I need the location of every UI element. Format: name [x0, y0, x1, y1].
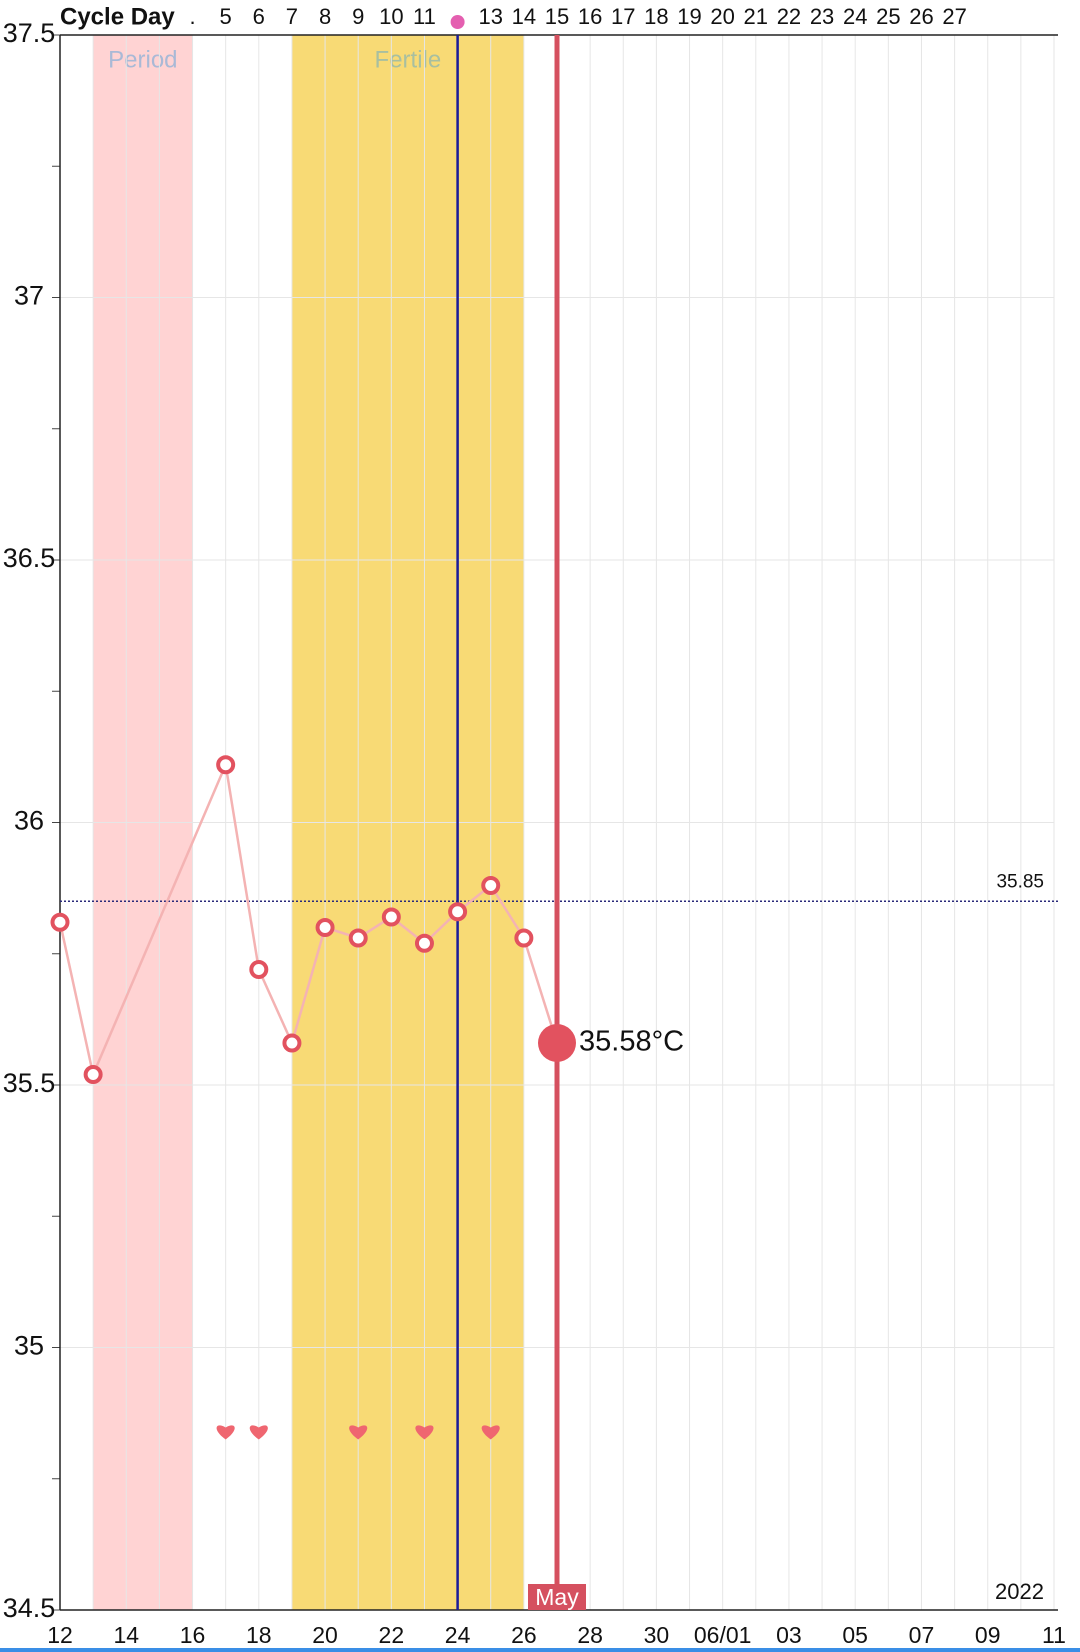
x-tick-label: 09 — [975, 1622, 1001, 1648]
x-tick-label: 30 — [644, 1622, 670, 1648]
x-tick-label: 24 — [445, 1622, 471, 1648]
x-tick-label: 03 — [776, 1622, 802, 1648]
cycle-day-label: 18 — [644, 4, 668, 29]
y-tick-label: 36 — [14, 806, 44, 836]
x-tick-label: 11 — [1042, 1622, 1066, 1648]
y-tick-label: 37.5 — [3, 18, 56, 48]
heart — [481, 1425, 500, 1440]
point — [381, 907, 401, 927]
cycle-day-label: 17 — [611, 4, 635, 29]
x-tick-label: 18 — [246, 1622, 272, 1648]
cycle-day-label: 16 — [578, 4, 602, 29]
ovulation-icon — [450, 15, 465, 29]
cycle-day-label: 20 — [710, 4, 734, 29]
cycle-day-label: 8 — [319, 4, 331, 29]
point — [282, 1033, 302, 1053]
x-tick-label: 07 — [909, 1622, 935, 1648]
cycle-day-label: 19 — [677, 4, 701, 29]
heart — [249, 1425, 268, 1440]
x-tick-label: 14 — [113, 1622, 139, 1648]
cycle-day-label: 27 — [942, 4, 966, 29]
cycle-day-label: 14 — [512, 4, 536, 29]
point — [414, 933, 434, 953]
point — [514, 928, 534, 948]
cycle-day-label: 9 — [352, 4, 364, 29]
cycle-day-label: 21 — [744, 4, 768, 29]
band-label: Period — [108, 46, 177, 73]
cycle-day-label: 24 — [843, 4, 867, 29]
point — [216, 755, 236, 775]
cycle-day-label: 23 — [810, 4, 834, 29]
cycle-day-title: Cycle Day — [60, 3, 175, 30]
cycle-day-label: 11 — [413, 4, 436, 29]
value-label: 35.58°C — [579, 1026, 684, 1058]
x-tick-label: 26 — [511, 1622, 537, 1648]
y-tick-label: 37 — [14, 281, 44, 311]
cycle-day-label: 5 — [220, 4, 232, 29]
y-tick-label: 35.5 — [3, 1068, 56, 1098]
point — [315, 918, 335, 937]
cycle-day-label: 7 — [286, 4, 298, 29]
heart — [349, 1425, 368, 1440]
y-tick-label: 34.5 — [3, 1593, 56, 1623]
cycle-day-label: 15 — [545, 4, 569, 29]
y-tick-label: 35 — [14, 1331, 44, 1361]
point — [50, 912, 70, 932]
heart — [415, 1425, 434, 1440]
bottom-bar — [0, 1648, 1080, 1652]
point — [481, 876, 501, 895]
month-tag — [528, 1584, 586, 1610]
cycle-day-label: 22 — [777, 4, 801, 29]
cycle-day-label: 13 — [478, 4, 502, 29]
x-tick-label: 28 — [577, 1622, 603, 1648]
heart — [216, 1425, 235, 1440]
cycle-day-label: 10 — [379, 4, 403, 29]
cycle-day-label: 26 — [909, 4, 933, 29]
point — [83, 1065, 103, 1084]
point — [249, 960, 269, 979]
x-tick-label: 06/01 — [694, 1622, 752, 1648]
coverline-label: 35.85 — [996, 871, 1044, 892]
x-tick-label: 12 — [47, 1622, 73, 1648]
x-tick-label: 20 — [312, 1622, 338, 1648]
x-tick-label: 16 — [180, 1622, 206, 1648]
cycle-day-label: 25 — [876, 4, 900, 29]
x-tick-label: 22 — [379, 1622, 405, 1648]
cycle-day-label: 6 — [253, 4, 265, 29]
cycle-day-label: . — [189, 4, 195, 29]
year-label: 2022 — [995, 1579, 1044, 1604]
point — [448, 902, 468, 922]
y-tick-label: 36.5 — [3, 543, 56, 573]
band-label: Fertile — [375, 46, 442, 73]
point — [348, 928, 368, 948]
month-label: May — [535, 1584, 579, 1610]
current-point — [538, 1024, 576, 1062]
x-tick-label: 05 — [842, 1622, 868, 1648]
